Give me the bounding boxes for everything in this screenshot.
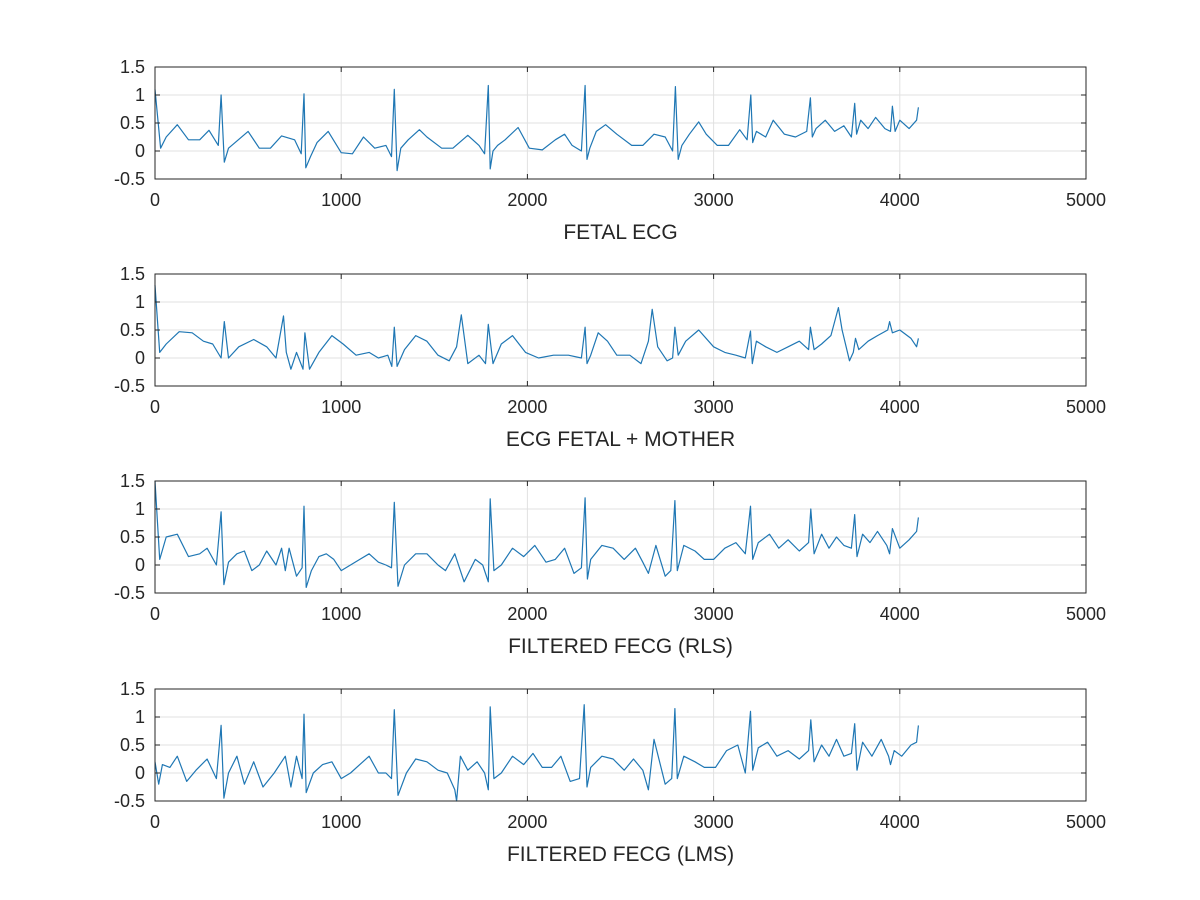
y-tick-label: 0.5 — [120, 735, 145, 755]
x-tick-label: 4000 — [880, 812, 920, 832]
y-tick-label: 1 — [135, 499, 145, 519]
x-tick-label: 0 — [150, 190, 160, 210]
x-tick-label: 2000 — [507, 604, 547, 624]
y-tick-label: 0.5 — [120, 527, 145, 547]
x-tick-label: 1000 — [321, 190, 361, 210]
x-tick-label: 3000 — [694, 812, 734, 832]
y-tick-label: 0 — [135, 555, 145, 575]
y-tick-label: -0.5 — [114, 791, 145, 811]
x-tick-label: 2000 — [507, 812, 547, 832]
y-tick-label: 0.5 — [120, 320, 145, 340]
series-line-4 — [154, 704, 919, 802]
y-tick-label: 0.5 — [120, 113, 145, 133]
y-tick-label: 0 — [135, 348, 145, 368]
x-tick-label: 4000 — [880, 604, 920, 624]
x-tick-label: 0 — [150, 604, 160, 624]
x-tick-label: 5000 — [1066, 812, 1106, 832]
x-tick-label: 0 — [150, 397, 160, 417]
x-tick-label: 1000 — [321, 397, 361, 417]
series-line-2 — [154, 285, 919, 370]
y-tick-label: -0.5 — [114, 169, 145, 189]
x-tick-label: 0 — [150, 812, 160, 832]
x-tick-label: 3000 — [694, 397, 734, 417]
x-axis-label: ECG FETAL + MOTHER — [506, 428, 735, 451]
y-tick-label: -0.5 — [114, 583, 145, 603]
series-line-3 — [154, 480, 919, 589]
x-tick-label: 2000 — [507, 397, 547, 417]
x-tick-label: 5000 — [1066, 190, 1106, 210]
x-tick-label: 2000 — [507, 190, 547, 210]
x-tick-label: 3000 — [694, 604, 734, 624]
y-tick-label: 1.5 — [120, 679, 145, 699]
subplot-3: 0 1000 2000 3000 4000 5000-0.500.511.5FILTERE… — [114, 471, 1106, 658]
y-tick-label: -0.5 — [114, 376, 145, 396]
y-tick-label: 1.5 — [120, 264, 145, 284]
y-tick-label: 1 — [135, 707, 145, 727]
subplot-4: 0 1000 2000 3000 4000 5000-0.500.511.5FILTERE… — [114, 679, 1106, 866]
x-tick-label: 4000 — [880, 190, 920, 210]
x-tick-label: 5000 — [1066, 397, 1106, 417]
x-tick-label: 1000 — [321, 812, 361, 832]
x-tick-label: 4000 — [880, 397, 920, 417]
y-tick-label: 1.5 — [120, 57, 145, 77]
y-tick-label: 1 — [135, 85, 145, 105]
y-tick-label: 1.5 — [120, 471, 145, 491]
series-line-1 — [154, 84, 919, 172]
x-tick-label: 1000 — [321, 604, 361, 624]
x-axis-label: FILTERED FECG (LMS) — [507, 843, 734, 866]
y-tick-label: 0 — [135, 763, 145, 783]
x-axis-label: FILTERED FECG (RLS) — [508, 635, 733, 658]
y-tick-label: 1 — [135, 292, 145, 312]
x-tick-label: 3000 — [694, 190, 734, 210]
x-tick-label: 5000 — [1066, 604, 1106, 624]
y-tick-label: 0 — [135, 141, 145, 161]
x-axis-label: FETAL ECG — [563, 221, 677, 244]
